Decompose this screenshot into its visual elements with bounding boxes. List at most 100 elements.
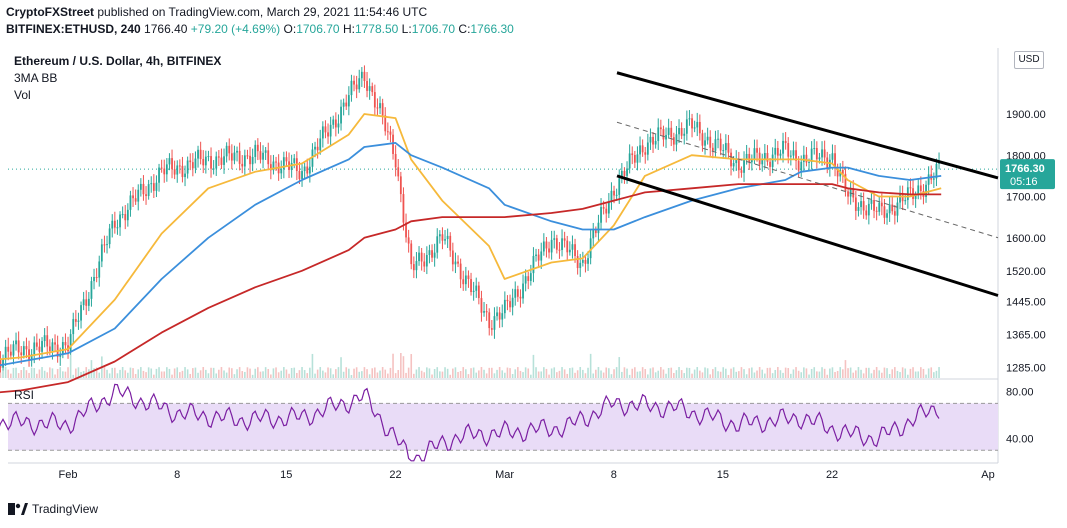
ma-fast-line — [0, 113, 942, 361]
candle-body — [815, 147, 818, 160]
volume-bar — [121, 367, 124, 378]
volume-bar — [257, 367, 259, 378]
volume-bar — [618, 357, 621, 378]
candle-body — [735, 159, 738, 164]
volume-bar — [857, 367, 860, 378]
volume-bar — [865, 367, 868, 378]
volume-bar — [98, 372, 101, 378]
candle-body — [909, 187, 912, 189]
volume-bar — [454, 367, 457, 378]
volume-bar — [420, 370, 423, 378]
candle-body — [197, 149, 199, 159]
volume-bar — [667, 367, 670, 378]
volume-bar — [449, 374, 452, 378]
volume-bar — [184, 367, 186, 378]
candle-body — [696, 121, 699, 128]
candle-body — [680, 128, 683, 136]
volume-bar — [77, 367, 80, 378]
volume-bar — [553, 367, 556, 378]
candle-body — [875, 210, 878, 212]
volume-bar — [426, 367, 428, 378]
candle-body — [347, 95, 350, 107]
candle-body — [576, 256, 579, 269]
volume-bar — [428, 368, 431, 378]
volume-bar — [842, 369, 844, 378]
candle-body — [381, 103, 384, 116]
channel-mid-line — [616, 121, 999, 239]
close-label: C: — [458, 22, 471, 36]
price-tick-label: 1445.00 — [1006, 297, 1046, 309]
candle-body — [137, 189, 140, 202]
candle-body — [776, 147, 779, 156]
candle-body — [303, 166, 306, 172]
volume-bar — [106, 369, 108, 378]
volume-bar — [592, 373, 595, 378]
candle-body — [262, 152, 264, 160]
volume-bar — [433, 368, 436, 378]
candle-body — [727, 143, 730, 153]
candle-body — [389, 131, 392, 135]
indicator-ma-bb[interactable]: 3MA BB — [14, 71, 58, 85]
time-tick-label: 8 — [611, 469, 617, 481]
candle-body — [886, 213, 888, 218]
candle-body — [150, 183, 153, 185]
candle-body — [860, 201, 862, 208]
volume-bar — [696, 367, 699, 378]
volume-bar — [285, 369, 288, 378]
volume-bar — [881, 372, 883, 378]
candle-body — [212, 168, 215, 170]
indicator-vol[interactable]: Vol — [14, 88, 31, 102]
candle-body — [184, 173, 186, 178]
candle-body — [524, 276, 527, 284]
candle-body — [462, 279, 465, 285]
candle-body — [438, 234, 441, 237]
candle-body — [30, 354, 33, 361]
volume-bar — [17, 373, 20, 378]
volume-bar — [275, 367, 277, 378]
volume-bar — [41, 367, 43, 378]
candle-body — [449, 235, 452, 251]
volume-bar — [582, 369, 584, 378]
volume-bar — [938, 367, 940, 378]
volume-bar — [647, 374, 649, 378]
volume-bar — [706, 368, 709, 378]
candle-body — [301, 171, 303, 179]
volume-bar — [132, 368, 134, 378]
candle-body — [919, 185, 922, 192]
volume-bar — [704, 367, 706, 378]
candle-body — [852, 189, 855, 198]
volume-bar — [548, 374, 550, 378]
open-label: O: — [283, 22, 297, 36]
candle-body — [433, 252, 436, 258]
volume-bar — [532, 354, 535, 378]
publisher-name[interactable]: CryptoFXStreet — [6, 5, 95, 19]
volume-bar — [740, 367, 743, 378]
volume-bar — [158, 367, 160, 378]
candle-body — [797, 160, 800, 171]
candle-body — [194, 158, 197, 169]
candle-body — [207, 156, 210, 158]
indicator-rsi[interactable]: RSI — [14, 388, 35, 402]
candle-body — [90, 281, 93, 299]
candle-body — [732, 163, 735, 167]
candle-body — [535, 254, 537, 256]
candle-body — [199, 149, 202, 160]
volume-bar — [340, 357, 342, 378]
currency-button[interactable]: USD — [1014, 51, 1044, 69]
candle-body — [808, 161, 810, 163]
volume-bar — [782, 372, 784, 378]
candle-body — [80, 305, 82, 321]
volume-bar — [163, 371, 166, 378]
high-value: 1778.50 — [354, 22, 399, 36]
volume-bar — [735, 371, 738, 378]
volume-bar — [626, 368, 628, 378]
candle-body — [532, 255, 535, 274]
volume-bar — [883, 367, 886, 378]
volume-bar — [327, 367, 329, 378]
candle-body — [324, 126, 327, 133]
tradingview-logo[interactable]: TradingView — [8, 502, 98, 516]
last-price: 1766.40 — [144, 22, 188, 36]
candle-body — [191, 162, 194, 169]
volume-bar — [808, 374, 810, 378]
